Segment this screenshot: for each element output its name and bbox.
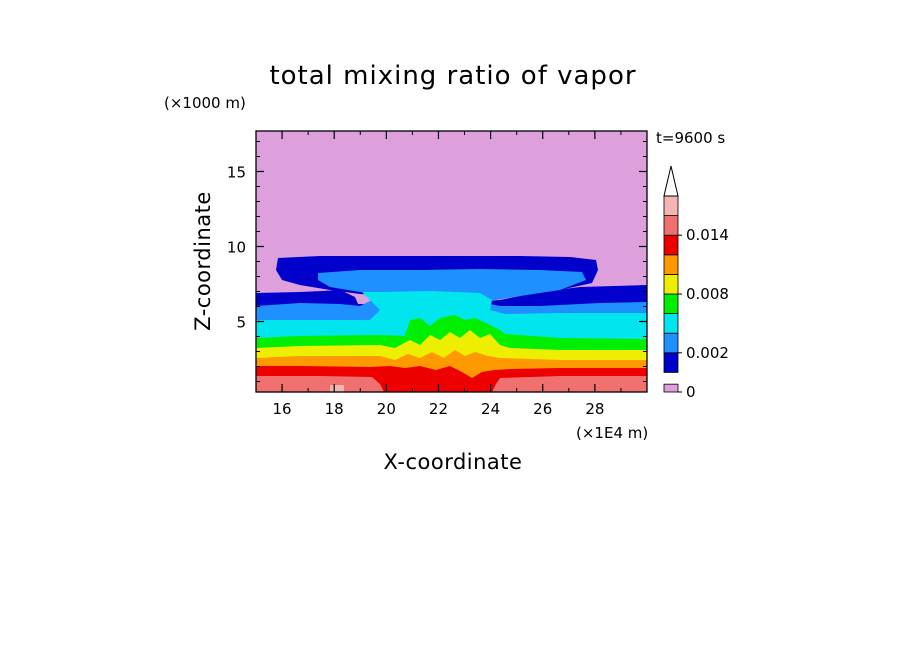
- x-tick-label: 20: [377, 400, 396, 418]
- colorbar-segment: [663, 215, 679, 236]
- colorbar-label: 0.008: [686, 285, 729, 303]
- colorbar-segment: [663, 352, 679, 373]
- colorbar-segment: [663, 273, 679, 295]
- colorbar-segment: [663, 195, 679, 217]
- colorbar-label: 0.014: [686, 226, 729, 244]
- colorbar-segment: [663, 332, 679, 354]
- x-tick-label: 18: [325, 400, 344, 418]
- y-tick-label: 15: [227, 164, 246, 182]
- y-tick-label: 10: [227, 239, 246, 257]
- colorbar-extend-arrow: [663, 165, 679, 197]
- contour-band-salmon: [256, 376, 647, 392]
- x-tick-label: 16: [273, 400, 292, 418]
- x-tick-label: 24: [481, 400, 500, 418]
- y-unit-label: (×1000 m): [164, 94, 246, 112]
- colorbar: 0 0.002 0.008 0.014: [663, 165, 729, 401]
- contour-plot: [256, 131, 647, 392]
- x-axis-title: X-coordinate: [384, 450, 523, 474]
- x-axis: 16 18 20 22 24 26 28: [255, 131, 648, 418]
- colorbar-segment: [663, 383, 679, 393]
- colorbar-label: 0.002: [686, 344, 729, 362]
- contour-band-pink: [330, 385, 344, 392]
- colorbar-segment: [663, 234, 679, 256]
- time-label: t=9600 s: [656, 129, 725, 147]
- colorbar-segment: [663, 293, 679, 315]
- y-axis: 5 10 15: [227, 141, 647, 382]
- x-tick-label: 26: [533, 400, 552, 418]
- colorbar-segment: [663, 313, 679, 334]
- x-tick-label: 28: [585, 400, 604, 418]
- x-tick-label: 22: [429, 400, 448, 418]
- y-axis-title: Z-coordinate: [191, 191, 215, 331]
- x-unit-label: (×1E4 m): [576, 424, 648, 442]
- y-tick-label: 5: [236, 314, 246, 332]
- colorbar-segment: [663, 254, 679, 275]
- colorbar-label: 0: [686, 383, 696, 401]
- chart-title: total mixing ratio of vapor: [269, 61, 636, 91]
